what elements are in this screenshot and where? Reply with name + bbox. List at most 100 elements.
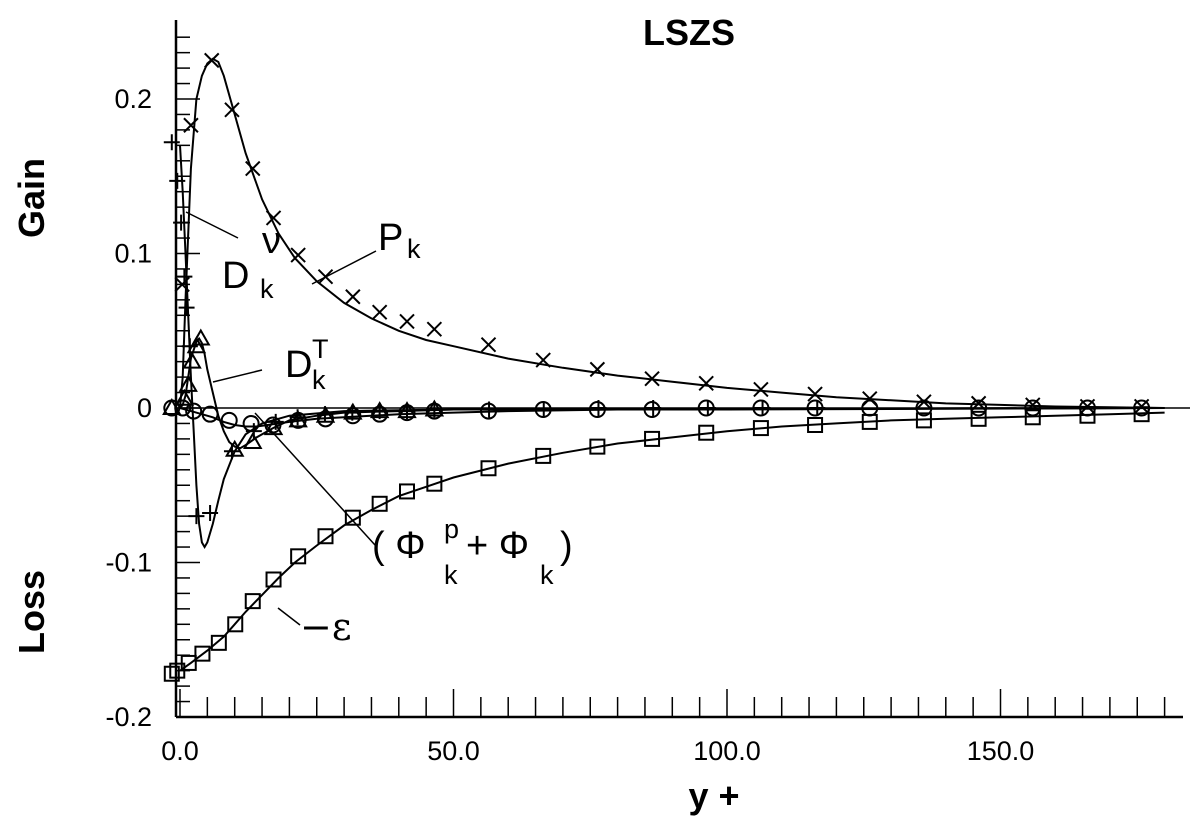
series-0-point-9 (371, 304, 388, 320)
series-2-point-12 (369, 401, 390, 419)
annotation-dk-t: D T k (285, 334, 329, 395)
series-0 (174, 52, 1165, 415)
series-3-point-22 (970, 399, 988, 417)
series-1-point-1 (169, 172, 186, 189)
series-0-point-10 (399, 313, 415, 330)
series-3-point-4 (220, 411, 238, 429)
series-4-point-26 (1133, 406, 1150, 423)
series-4-point-11 (371, 495, 388, 512)
annotation-phi-mid: + Φ (466, 525, 529, 567)
series-0-line (179, 57, 1165, 409)
y-tick-labels: -0.2 -0.1 0 0.1 0.2 (105, 84, 152, 732)
annotation-dk-nu-sub: k (260, 274, 274, 304)
annotation-phi-sub: k (444, 560, 458, 590)
series-4-point-20 (807, 416, 824, 433)
series-4-point-5 (227, 616, 244, 633)
series-4-point-17 (644, 430, 661, 447)
series-0-point-6 (290, 247, 306, 263)
series-4-point-22 (915, 412, 932, 429)
series-4-point-21 (861, 413, 878, 430)
annotation-dk-t-sub: k (312, 365, 326, 395)
series-3-point-9 (344, 407, 362, 425)
series-0-point-13 (535, 352, 551, 368)
series-4-point-4 (210, 634, 227, 651)
series-0-point-2 (204, 52, 220, 69)
y-axis-ticks (176, 36, 200, 718)
series-4-point-3 (194, 645, 211, 662)
series-0-point-4 (245, 160, 261, 177)
annotation-dk-nu: D ν k (222, 220, 281, 304)
x-tick-labels: 0.0 50.0 100.0 150.0 (161, 736, 1034, 766)
y-tick-label-1: -0.1 (105, 548, 152, 578)
series-4-point-25 (1079, 407, 1096, 424)
series-2-line (179, 336, 1165, 450)
series-3-point-3 (201, 405, 219, 423)
series-3-point-17 (697, 399, 715, 417)
series-2-point-13 (397, 401, 417, 419)
series-0-point-14 (589, 361, 606, 378)
series-3-line (179, 407, 1165, 428)
series-0-point-12 (480, 336, 497, 353)
annotation-phi-sup: p (444, 514, 459, 544)
series-0-point-16 (698, 375, 714, 391)
series-1-point-3 (176, 268, 193, 285)
y-tick-label-4: 0.2 (114, 84, 152, 114)
series-0-point-18 (807, 386, 823, 402)
x-tick-label-1: 50.0 (427, 736, 480, 766)
series-3-point-1 (174, 399, 192, 417)
series-0-point-1 (183, 117, 199, 133)
series-4-point-2 (180, 654, 197, 671)
series-4-point-10 (344, 509, 361, 526)
series-2-point-5 (191, 328, 211, 346)
series-2-point-2 (178, 374, 198, 392)
series-4-point-15 (535, 447, 552, 464)
annotation-phi: ( Φ p k + Φ k ) (372, 514, 573, 590)
series-2-point-6 (224, 439, 245, 457)
series-3-point-8 (317, 410, 335, 428)
series-4-point-16 (589, 438, 606, 455)
series-0-point-5 (265, 210, 282, 226)
series-3-point-21 (915, 399, 933, 417)
annotation-phi-end: ) (560, 525, 573, 567)
series-0-point-17 (753, 381, 769, 398)
chart-title: LSZS (643, 12, 735, 53)
series-2-point-10 (315, 405, 336, 423)
x-tick-label-3: 150.0 (967, 736, 1035, 766)
x-axis-ticks (179, 689, 1166, 717)
series-1-point-2 (173, 214, 190, 231)
series-1-point-4 (178, 299, 195, 316)
series-4-point-14 (480, 460, 497, 477)
annotation-phi-base: ( Φ (372, 525, 426, 567)
series-3-point-16 (643, 401, 661, 419)
series-1-line (179, 145, 1165, 549)
series-2-point-1 (174, 388, 195, 406)
series-2-point-3 (182, 351, 202, 369)
series-4-point-6 (244, 593, 261, 610)
series-3-point-0 (163, 399, 181, 417)
series-4-point-0 (163, 665, 180, 682)
y-tick-label-3: 0.1 (114, 239, 152, 269)
series-3-point-19 (806, 399, 824, 417)
series-2-point-9 (288, 410, 308, 428)
series-3-point-11 (398, 404, 416, 422)
annotation-dk-nu-base: D (222, 255, 249, 297)
annotation-pk-base: P (378, 217, 403, 259)
series-4-point-9 (317, 528, 334, 545)
series-4-point-7 (265, 571, 282, 588)
series-layer (162, 52, 1165, 682)
series-2-point-11 (343, 402, 363, 420)
series-4-point-13 (426, 475, 443, 492)
annotation-eps: −ε (300, 605, 352, 649)
series-0-point-20 (916, 394, 932, 410)
series-3-point-10 (371, 405, 389, 423)
series-2-point-14 (424, 399, 445, 417)
series-2 (162, 328, 1165, 457)
series-1-point-7 (202, 505, 219, 522)
series-4-point-18 (698, 424, 715, 441)
annotation-eps-base: −ε (300, 605, 352, 649)
series-3-point-5 (242, 414, 260, 432)
series-3-point-7 (289, 411, 307, 429)
series-3-point-2 (185, 402, 203, 420)
series-4-point-23 (970, 410, 987, 427)
annotation-pk-sub: k (407, 234, 421, 264)
